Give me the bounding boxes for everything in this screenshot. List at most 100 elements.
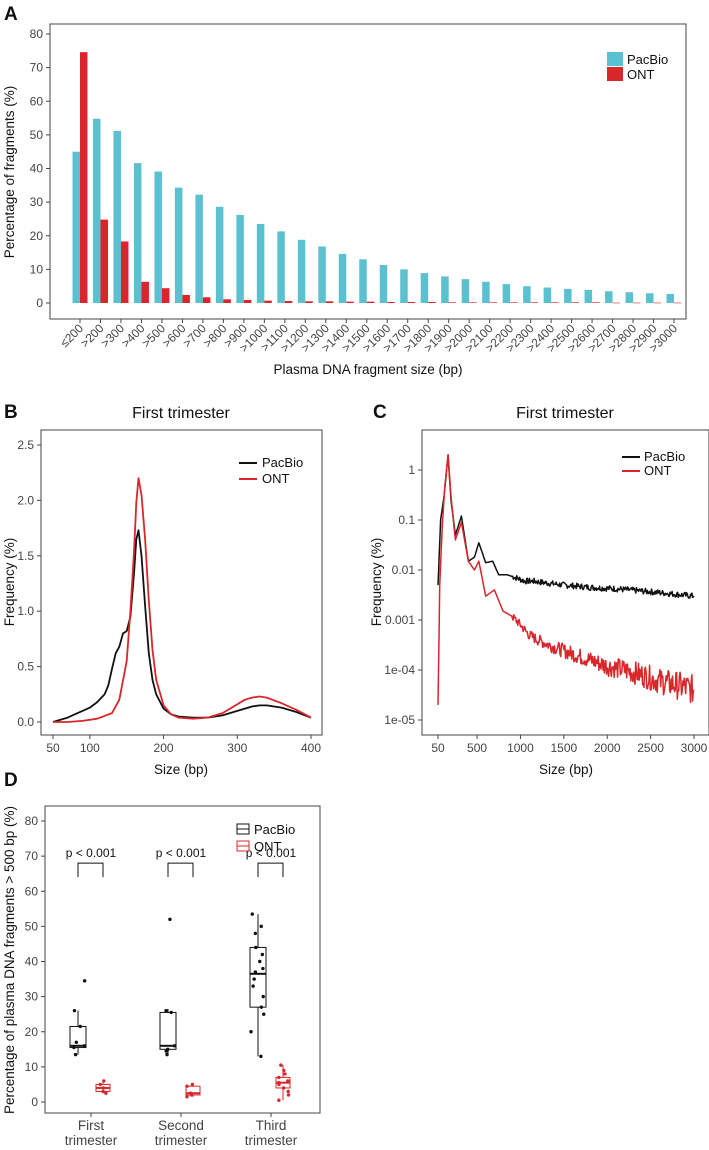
bar-pacbio: [379, 265, 388, 303]
box-pacbio-point: [253, 931, 258, 936]
bar-ont: [510, 302, 518, 303]
bar-pacbio: [543, 287, 552, 303]
box-pacbio-point: [258, 959, 262, 964]
legend-label-ont: ONT: [254, 839, 282, 854]
x-tick-label: 200: [154, 741, 174, 755]
legend-label-ont: ONT: [644, 463, 672, 478]
y-tick-label: 0: [31, 1095, 38, 1109]
y-tick-label: 0.001: [385, 613, 415, 627]
bar-ont: [469, 302, 477, 303]
bar-ont: [571, 302, 580, 303]
bar-pacbio: [318, 246, 326, 303]
box-pacbio-point: [250, 912, 254, 916]
x-tick-label: 300: [227, 741, 247, 755]
box-pacbio-point: [82, 1044, 86, 1048]
box-pacbio-point: [78, 1024, 82, 1029]
y-tick-label: 30: [30, 195, 44, 209]
box-ont-point: [101, 1086, 105, 1090]
box-pacbio-point: [253, 970, 258, 974]
bar-ont: [223, 299, 231, 303]
x-tick-label: 3000: [681, 741, 708, 755]
box-pacbio-point: [252, 977, 256, 981]
bar-ont: [448, 302, 457, 303]
bar-ont: [100, 219, 108, 303]
y-tick-label: 0.01: [392, 563, 416, 577]
y-tick-label: 1.5: [17, 549, 34, 563]
bar-pacbio: [461, 279, 470, 303]
panel-b: B First trimester 0.0 0.5 1.0 1.5 2.0 2.5 50 1…: [2, 402, 323, 777]
box-pacbio-point: [73, 1052, 78, 1057]
bar-ont: [346, 301, 354, 303]
bar-pacbio: [154, 171, 162, 303]
line-ont: [437, 454, 695, 705]
x-tick-label: trimester: [155, 1133, 208, 1148]
bar-ont: [141, 281, 149, 303]
bar-ont: [633, 302, 641, 304]
box-pacbio-point: [259, 924, 263, 929]
box-pacbio-point: [82, 979, 87, 983]
legend-swatch-pacbio: [607, 52, 623, 66]
significance-bracket: [77, 862, 104, 878]
x-tick-label: 1000: [507, 741, 534, 755]
panel-c-legend: PacBio ONT: [622, 449, 685, 478]
box-pacbio-point: [259, 1054, 263, 1059]
box-pacbio-point: [72, 1008, 77, 1013]
y-tick-label: 0: [36, 296, 43, 310]
x-tick-label: trimester: [65, 1133, 118, 1148]
bar-pacbio: [297, 239, 306, 303]
bar-pacbio: [92, 118, 101, 303]
line-pacbio: [437, 454, 695, 599]
panel-a-frame: [49, 23, 687, 320]
bar-ont: [305, 301, 313, 303]
y-tick-label: 40: [30, 162, 44, 176]
bar-ont: [264, 300, 272, 303]
y-tick-label: 70: [25, 849, 39, 863]
panel-c-title: First trimester: [516, 405, 614, 422]
y-tick-label: 80: [30, 27, 44, 41]
panel-a-ylabel: Percentage of fragments (%): [2, 86, 17, 259]
bar-ont: [592, 302, 600, 303]
bar-pacbio: [646, 293, 654, 303]
box-ont-point: [277, 1080, 281, 1085]
x-tick-label: 400: [301, 741, 321, 755]
panel-b-frame: [40, 429, 323, 736]
box-pacbio-point: [249, 1030, 253, 1034]
bar-ont: [674, 302, 682, 304]
bar-ont: [612, 302, 621, 304]
y-tick-label: 0.0: [17, 715, 34, 729]
box-pacbio: [249, 946, 267, 1008]
significance-bracket: [257, 862, 284, 878]
panel-d-legend: PacBio ONT: [236, 822, 295, 854]
y-tick-label: 60: [25, 884, 39, 898]
bar-ont: [202, 297, 211, 303]
box-pacbio-point: [254, 945, 258, 950]
y-tick-label: 70: [30, 61, 44, 75]
significance-label: p < 0.001: [66, 846, 117, 860]
box-pacbio-point: [261, 994, 265, 999]
panel-letter-c: C: [373, 402, 387, 423]
bar-pacbio: [338, 253, 347, 303]
box-pacbio-point: [164, 1008, 168, 1013]
bar-pacbio: [133, 163, 142, 303]
box-pacbio-point: [261, 966, 265, 971]
y-tick-label: 50: [25, 919, 39, 933]
bar-ont: [120, 241, 129, 303]
y-tick-label: 60: [30, 94, 44, 108]
bar-pacbio: [359, 259, 367, 303]
bar-ont: [182, 294, 190, 303]
bar-pacbio: [113, 130, 121, 303]
panel-b-xlabel: Size (bp): [154, 762, 208, 777]
y-tick-label: 1e-05: [384, 713, 415, 727]
panel-a-xlabel: Plasma DNA fragment size (bp): [273, 362, 462, 377]
y-tick-label: 20: [30, 229, 44, 243]
panel-letter-a: A: [4, 4, 18, 25]
y-tick-label: 0.5: [17, 660, 34, 674]
box-ont-point: [282, 1086, 286, 1090]
box-pacbio-point: [259, 1005, 264, 1009]
y-tick-label: 80: [25, 814, 39, 828]
box-ont-point: [98, 1082, 102, 1087]
bar-pacbio: [523, 286, 531, 303]
significance-label: p < 0.001: [156, 846, 207, 860]
panel-b-title: First trimester: [132, 405, 230, 422]
